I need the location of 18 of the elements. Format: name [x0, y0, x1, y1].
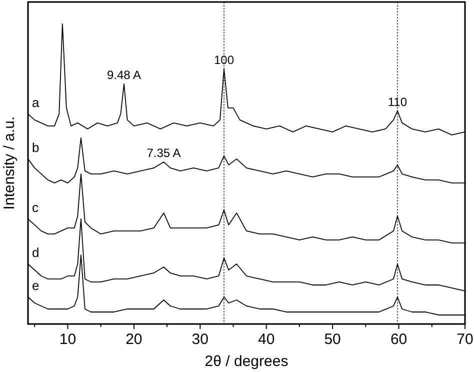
x-tick-label: 60 — [390, 331, 408, 348]
y-axis-title: Intensity / a.u. — [1, 116, 18, 210]
x-tick-label: 30 — [192, 331, 208, 348]
annotation: 100 — [214, 52, 234, 67]
annotation: 7.35 A — [146, 146, 181, 160]
annotation: 110 — [388, 94, 408, 109]
series-label: b — [32, 140, 40, 155]
series-label: a — [32, 94, 40, 110]
x-tick-label: 10 — [59, 331, 76, 348]
x-tick-label: 40 — [258, 331, 275, 348]
series-label: e — [32, 278, 40, 293]
series-label: d — [32, 244, 40, 260]
x-tick-label: 50 — [324, 331, 341, 348]
x-axis-title: 2θ / degrees — [204, 353, 288, 370]
annotation: 9.48 A — [106, 68, 142, 82]
x-tick-label: 20 — [126, 331, 142, 348]
x-tick-label: 70 — [456, 331, 474, 348]
series-label: c — [32, 200, 39, 215]
